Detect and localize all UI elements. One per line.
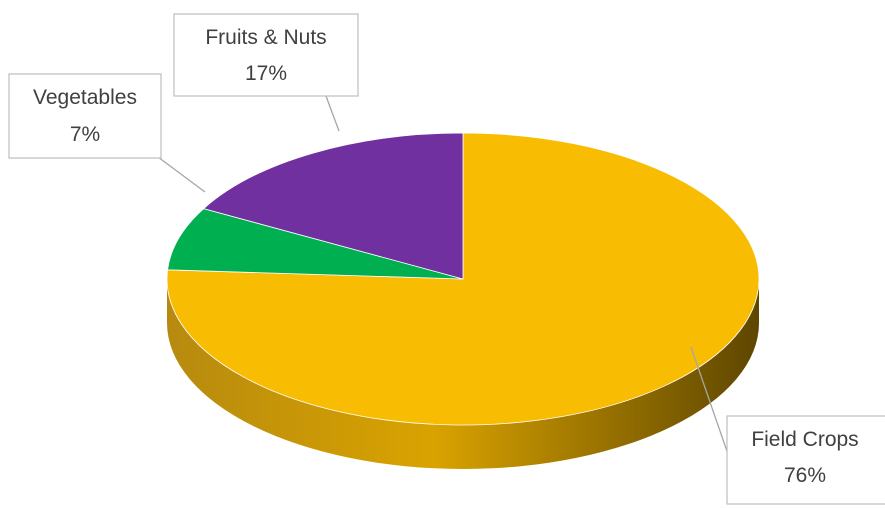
slice-vegetables[interactable] bbox=[167, 208, 464, 280]
data-label-field-crops: Field Crops 76% bbox=[690, 346, 885, 505]
slice-category-label: Vegetables bbox=[33, 86, 137, 109]
leader-line-vegetables bbox=[157, 156, 206, 193]
callout-box bbox=[173, 13, 359, 97]
leader-line-field-crops bbox=[690, 346, 731, 461]
pie-plot-area bbox=[166, 132, 760, 469]
data-label-fruits-and-nuts: Fruits & Nuts 17% bbox=[173, 13, 359, 132]
slice-fruits-and-nuts[interactable] bbox=[202, 132, 464, 280]
slice-side-field-crops bbox=[167, 279, 759, 469]
callout-box bbox=[8, 73, 162, 159]
data-label-vegetables: Vegetables 7% bbox=[8, 73, 206, 193]
slice-category-label: Field Crops bbox=[751, 428, 858, 451]
slice-percent-label: 7% bbox=[70, 123, 100, 146]
slice-percent-label: 17% bbox=[245, 62, 287, 85]
slice-percent-label: 76% bbox=[784, 464, 826, 487]
slice-category-label: Fruits & Nuts bbox=[205, 26, 326, 49]
callout-box bbox=[726, 415, 885, 505]
slice-field-crops[interactable] bbox=[166, 132, 760, 426]
leader-line-fruits-and-nuts bbox=[325, 95, 340, 132]
data-labels: Field Crops 76% Vegetables 7% Fruits & Nuts 1… bbox=[8, 13, 885, 505]
